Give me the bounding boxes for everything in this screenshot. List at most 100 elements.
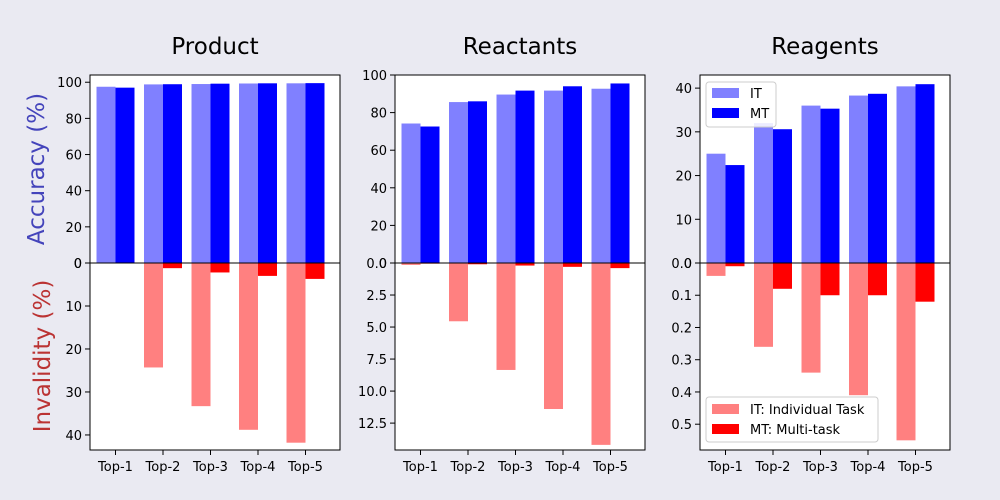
bar-accuracy-it-top-1: [706, 153, 726, 263]
bar-accuracy-mt-top-4: [868, 93, 887, 263]
y-tick-label-invalidity: 0.3: [671, 354, 692, 369]
x-tick-label: Top-1: [402, 460, 438, 475]
y-tick-label-accuracy: 80: [370, 107, 387, 122]
y-tick-label-invalidity: 0.5: [671, 418, 692, 433]
bar-accuracy-it-top-3: [496, 94, 516, 263]
plot-frame: [699, 74, 951, 451]
x-tick-label: Top-4: [850, 460, 886, 475]
legend-invalidity: IT: Individual Task MT: Multi-task: [705, 396, 879, 443]
bar-invalidity-mt-top-2: [773, 263, 792, 289]
legend-swatch: [712, 88, 739, 98]
y-tick-label-invalidity: 0.1: [671, 289, 692, 304]
bar-invalidity-it-top-3: [191, 263, 211, 407]
y-tick-label-accuracy: 100: [362, 69, 387, 84]
y-tick-label-accuracy: 30: [675, 126, 692, 141]
legend-accuracy: IT MT: [705, 81, 777, 128]
x-tick-label: Top-1: [707, 460, 743, 475]
bar-invalidity-mt-top-4: [258, 263, 277, 276]
panel-title: Product: [171, 34, 258, 60]
bar-invalidity-it-top-5: [896, 263, 916, 441]
legend-swatch: [712, 108, 739, 118]
x-tick-label: Top-3: [802, 460, 838, 475]
y-tick-label-accuracy: 40: [370, 182, 387, 197]
bar-accuracy-mt-top-3: [515, 90, 535, 263]
panel-product: Product Top-1 Top-2 Top-3 Top-4 Top-5 0 20 40 60 8…: [57, 34, 341, 475]
bar-invalidity-it-top-1: [706, 263, 726, 276]
legend-swatch: [712, 424, 739, 434]
y-tick-label-invalidity: 40: [65, 429, 82, 444]
x-tick-label: Top-3: [497, 460, 533, 475]
plot-frame: [89, 74, 341, 451]
ylabel-invalidity: Invalidity (%): [30, 280, 56, 433]
x-tick-label: Top-4: [240, 460, 276, 475]
y-tick-label-invalidity: 7.5: [366, 353, 387, 368]
y-tick-label-invalidity: 10.0: [358, 385, 387, 400]
y-tick-label-invalidity: 30: [65, 386, 82, 401]
y-tick-label-invalidity: 12.5: [358, 417, 387, 432]
bar-invalidity-it-top-4: [239, 263, 258, 430]
y-tick-label-accuracy: 0: [379, 257, 387, 272]
panel-title: Reactants: [463, 34, 578, 60]
x-tick-label: Top-2: [145, 460, 181, 475]
y-tick-label-invalidity: 10: [65, 300, 82, 315]
legend-box: [705, 396, 879, 443]
plot-frame: [394, 74, 646, 451]
bar-invalidity-mt-top-2: [163, 263, 182, 269]
bar-invalidity-mt-top-5: [305, 263, 325, 279]
y-tick-label-accuracy: 60: [370, 144, 387, 159]
bar-invalidity-it-top-4: [544, 263, 563, 410]
bar-invalidity-mt-top-5: [915, 263, 935, 302]
bar-invalidity-mt-top-4: [868, 263, 887, 296]
bar-invalidity-mt-top-3: [515, 263, 535, 266]
y-tick-label-accuracy: 20: [65, 221, 82, 236]
bar-accuracy-it-top-5: [286, 83, 306, 263]
x-tick-label: Top-2: [755, 460, 791, 475]
y-tick-label-accuracy: 20: [675, 170, 692, 185]
y-tick-label-invalidity: 0: [74, 257, 82, 272]
bar-accuracy-it-top-4: [544, 90, 563, 263]
bar-invalidity-it-top-5: [286, 263, 306, 443]
bar-invalidity-mt-top-3: [820, 263, 840, 296]
bar-invalidity-mt-top-4: [563, 263, 582, 267]
y-tick-label-accuracy: 10: [675, 213, 692, 228]
bar-accuracy-mt-top-1: [420, 126, 440, 264]
bar-accuracy-mt-top-2: [773, 129, 792, 263]
bar-invalidity-it-top-5: [591, 263, 611, 445]
x-tick-label: Top-5: [897, 460, 933, 475]
y-tick-label-invalidity: 0.0: [671, 257, 692, 272]
x-tick-label: Top-2: [450, 460, 486, 475]
bar-invalidity-it-top-1: [401, 263, 421, 265]
bar-invalidity-it-top-2: [144, 263, 163, 368]
panel-title: Reagents: [771, 34, 879, 60]
x-tick-label: Top-3: [192, 460, 228, 475]
bar-accuracy-mt-top-5: [915, 84, 935, 263]
bar-invalidity-mt-top-5: [610, 263, 630, 269]
bar-invalidity-mt-top-1: [725, 263, 745, 267]
bar-accuracy-mt-top-5: [305, 83, 325, 263]
bar-accuracy-mt-top-3: [210, 83, 230, 263]
bar-accuracy-it-top-5: [896, 86, 916, 264]
bar-accuracy-it-top-2: [144, 84, 163, 264]
bar-accuracy-it-top-2: [449, 102, 468, 264]
y-tick-label-invalidity: 0.4: [671, 386, 692, 401]
bar-accuracy-it-top-2: [754, 123, 773, 264]
legend-label: IT: Individual Task: [750, 403, 865, 418]
bar-accuracy-mt-top-5: [610, 83, 630, 264]
ylabel-accuracy: Accuracy (%): [24, 93, 50, 245]
bar-accuracy-mt-top-4: [258, 83, 277, 263]
x-tick-label: Top-4: [545, 460, 581, 475]
bar-accuracy-it-top-3: [801, 105, 821, 264]
bar-accuracy-it-top-1: [401, 123, 421, 263]
x-tick-label: Top-1: [97, 460, 133, 475]
y-tick-label-invalidity: 2.5: [366, 289, 387, 304]
bar-accuracy-it-top-1: [96, 86, 116, 263]
x-tick-label: Top-5: [287, 460, 323, 475]
bar-accuracy-mt-top-2: [468, 101, 487, 263]
bar-accuracy-mt-top-1: [115, 87, 135, 264]
bar-accuracy-it-top-4: [239, 83, 258, 263]
bar-invalidity-it-top-3: [801, 263, 821, 373]
y-tick-label-accuracy: 0: [74, 257, 82, 272]
bar-accuracy-mt-top-2: [163, 84, 182, 263]
y-tick-label-accuracy: 100: [57, 76, 82, 91]
